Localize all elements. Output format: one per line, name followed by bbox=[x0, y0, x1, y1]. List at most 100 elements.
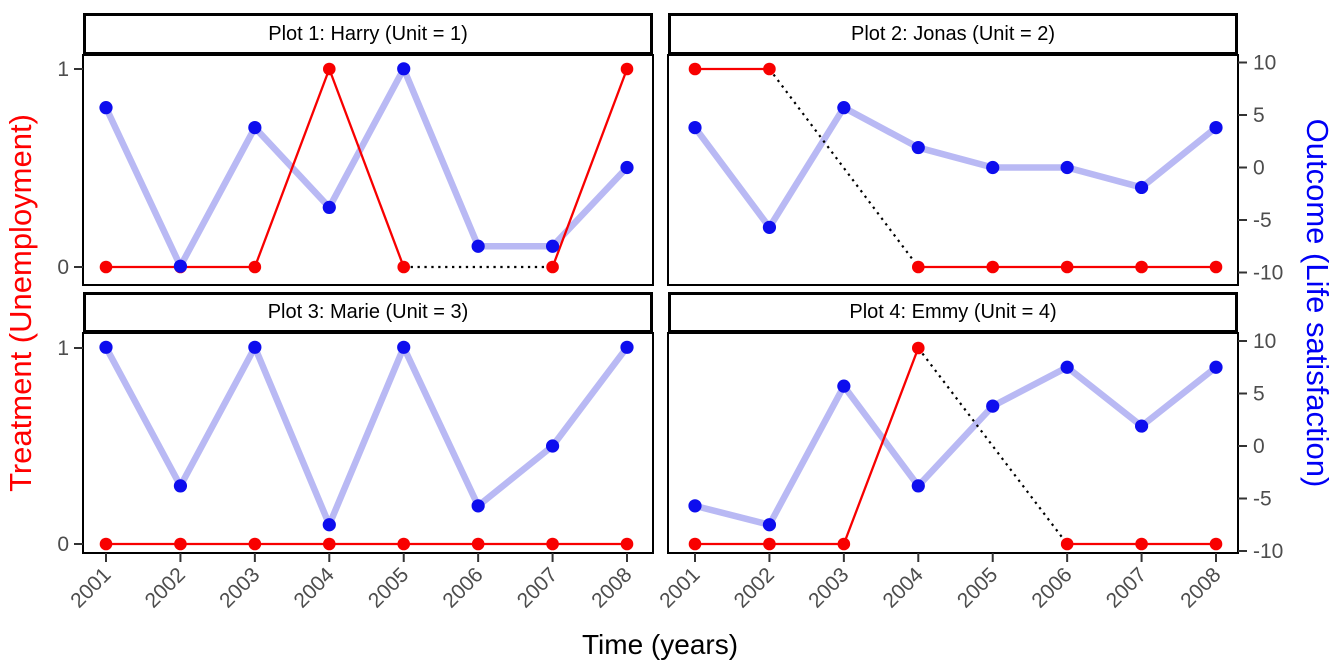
treatment-point bbox=[1209, 537, 1223, 551]
outcome-point bbox=[248, 340, 262, 354]
y-axis-right-tick-label: 0 bbox=[1253, 157, 1265, 180]
outcome-point bbox=[397, 340, 411, 354]
x-axis-tick-label: 2001 bbox=[66, 563, 115, 612]
outcome-point bbox=[762, 518, 777, 532]
y-axis-left-tick-label: 1 bbox=[57, 58, 69, 81]
y-axis-left-tick-label: 1 bbox=[57, 337, 69, 360]
outcome-point bbox=[471, 239, 485, 253]
outcome-point bbox=[471, 499, 485, 513]
panel-4 bbox=[667, 332, 1239, 554]
outcome-line bbox=[102, 344, 631, 528]
x-axis-tick-label: 2008 bbox=[1176, 563, 1225, 612]
y-axis-title-right: Outcome (Life satisfaction) bbox=[1300, 118, 1335, 488]
facet-strip-plot-3-label: Plot 3: Marie (Unit = 3) bbox=[267, 301, 469, 323]
treatment-point bbox=[986, 260, 1000, 274]
outcome-point bbox=[1060, 160, 1074, 175]
treatment-point bbox=[248, 537, 262, 551]
facet-strip-plot-4: Plot 4: Emmy (Unit = 4) bbox=[668, 292, 1238, 333]
treatment-point bbox=[837, 537, 851, 551]
treatment-line bbox=[106, 68, 629, 269]
treatment-point bbox=[322, 537, 336, 551]
treatment-point bbox=[546, 537, 559, 551]
treatment-point bbox=[1060, 260, 1074, 274]
treatment-point bbox=[471, 537, 485, 551]
outcome-point bbox=[545, 239, 560, 253]
facet-strip-plot-1-label: Plot 1: Harry (Unit = 1) bbox=[268, 22, 468, 45]
outcome-point bbox=[688, 499, 702, 513]
y-axis-right-tick-label: 10 bbox=[1253, 52, 1276, 75]
treatment-point bbox=[546, 260, 559, 274]
treatment-point bbox=[99, 260, 113, 274]
panel-3 bbox=[82, 332, 654, 554]
x-axis-tick-label: 2008 bbox=[587, 563, 636, 612]
outcome-point bbox=[1209, 121, 1223, 135]
treatment-point bbox=[911, 260, 925, 274]
treatment-point bbox=[688, 537, 702, 551]
y-axis-right-tick-label: -10 bbox=[1253, 540, 1283, 563]
facet-strip-plot-3: Plot 3: Marie (Unit = 3) bbox=[83, 292, 653, 333]
outcome-point bbox=[397, 62, 411, 76]
treatment-point bbox=[1135, 260, 1148, 274]
x-axis-tick-label: 2001 bbox=[655, 563, 704, 612]
y-axis-right-tick-label: 10 bbox=[1253, 330, 1276, 353]
x-axis-tick-label: 2002 bbox=[141, 563, 190, 612]
facet-strip-plot-4-label: Plot 4: Emmy (Unit = 4) bbox=[849, 301, 1057, 323]
x-axis-tick-label: 2003 bbox=[804, 563, 853, 612]
treatment-point bbox=[911, 341, 925, 355]
outcome-point bbox=[322, 200, 336, 214]
outcome-line bbox=[102, 65, 631, 270]
outcome-point bbox=[173, 479, 188, 493]
outcome-point bbox=[762, 220, 777, 234]
outcome-point bbox=[99, 340, 113, 354]
treatment-point bbox=[174, 537, 187, 551]
panel-border bbox=[667, 54, 1239, 286]
outcome-point bbox=[1134, 180, 1149, 195]
treatment-point bbox=[397, 537, 411, 551]
treatment-point bbox=[620, 62, 634, 76]
treatment-point bbox=[1209, 260, 1223, 274]
panel-1 bbox=[82, 54, 654, 286]
facet-strip-plot-2: Plot 2: Jonas (Unit = 2) bbox=[668, 13, 1238, 55]
panel-2 bbox=[667, 54, 1239, 286]
treatment-line bbox=[695, 67, 1217, 269]
outcome-point bbox=[620, 160, 634, 175]
x-axis-tick-label: 2006 bbox=[1027, 563, 1076, 612]
y-axis-title-left: Treatment (Unemployment) bbox=[3, 114, 38, 492]
x-axis-tick-label: 2004 bbox=[290, 563, 340, 613]
x-axis-tick-label: 2005 bbox=[364, 563, 413, 612]
x-axis-tick-label: 2005 bbox=[953, 563, 1002, 612]
treatment-point bbox=[688, 62, 702, 76]
outcome-point bbox=[688, 121, 702, 135]
y-axis-right-tick-label: -10 bbox=[1253, 262, 1283, 285]
outcome-point bbox=[911, 140, 925, 155]
x-axis-tick-label: 2002 bbox=[730, 563, 779, 612]
treatment-point bbox=[620, 537, 634, 551]
outcome-point bbox=[1209, 360, 1223, 374]
treatment-point bbox=[99, 537, 113, 551]
facet-strip-plot-1: Plot 1: Harry (Unit = 1) bbox=[83, 13, 653, 55]
y-axis-left-tick-label: 0 bbox=[57, 533, 69, 556]
outcome-line bbox=[691, 104, 1220, 231]
treatment-point bbox=[763, 62, 776, 76]
treatment-point bbox=[1060, 537, 1074, 551]
treatment-point bbox=[1135, 537, 1148, 551]
outcome-point bbox=[545, 439, 560, 453]
y-axis-right-tick-label: 5 bbox=[1253, 383, 1265, 406]
panel-border bbox=[667, 332, 1239, 554]
outcome-point bbox=[620, 340, 634, 354]
treatment-point bbox=[322, 62, 336, 76]
treatment-point bbox=[763, 537, 776, 551]
y-axis-right-tick-label: 0 bbox=[1253, 435, 1265, 458]
y-axis-right-tick-label: -5 bbox=[1253, 209, 1272, 232]
x-axis-tick-label: 2006 bbox=[438, 563, 487, 612]
outcome-point bbox=[1134, 419, 1149, 433]
treatment-point bbox=[397, 260, 411, 274]
outcome-point bbox=[322, 518, 336, 532]
y-axis-left-tick-label: 0 bbox=[57, 256, 69, 279]
outcome-point bbox=[99, 101, 113, 115]
outcome-point bbox=[248, 121, 262, 135]
panel-border bbox=[82, 332, 654, 554]
x-axis-tick-label: 2007 bbox=[1102, 563, 1151, 612]
outcome-point bbox=[911, 479, 925, 493]
